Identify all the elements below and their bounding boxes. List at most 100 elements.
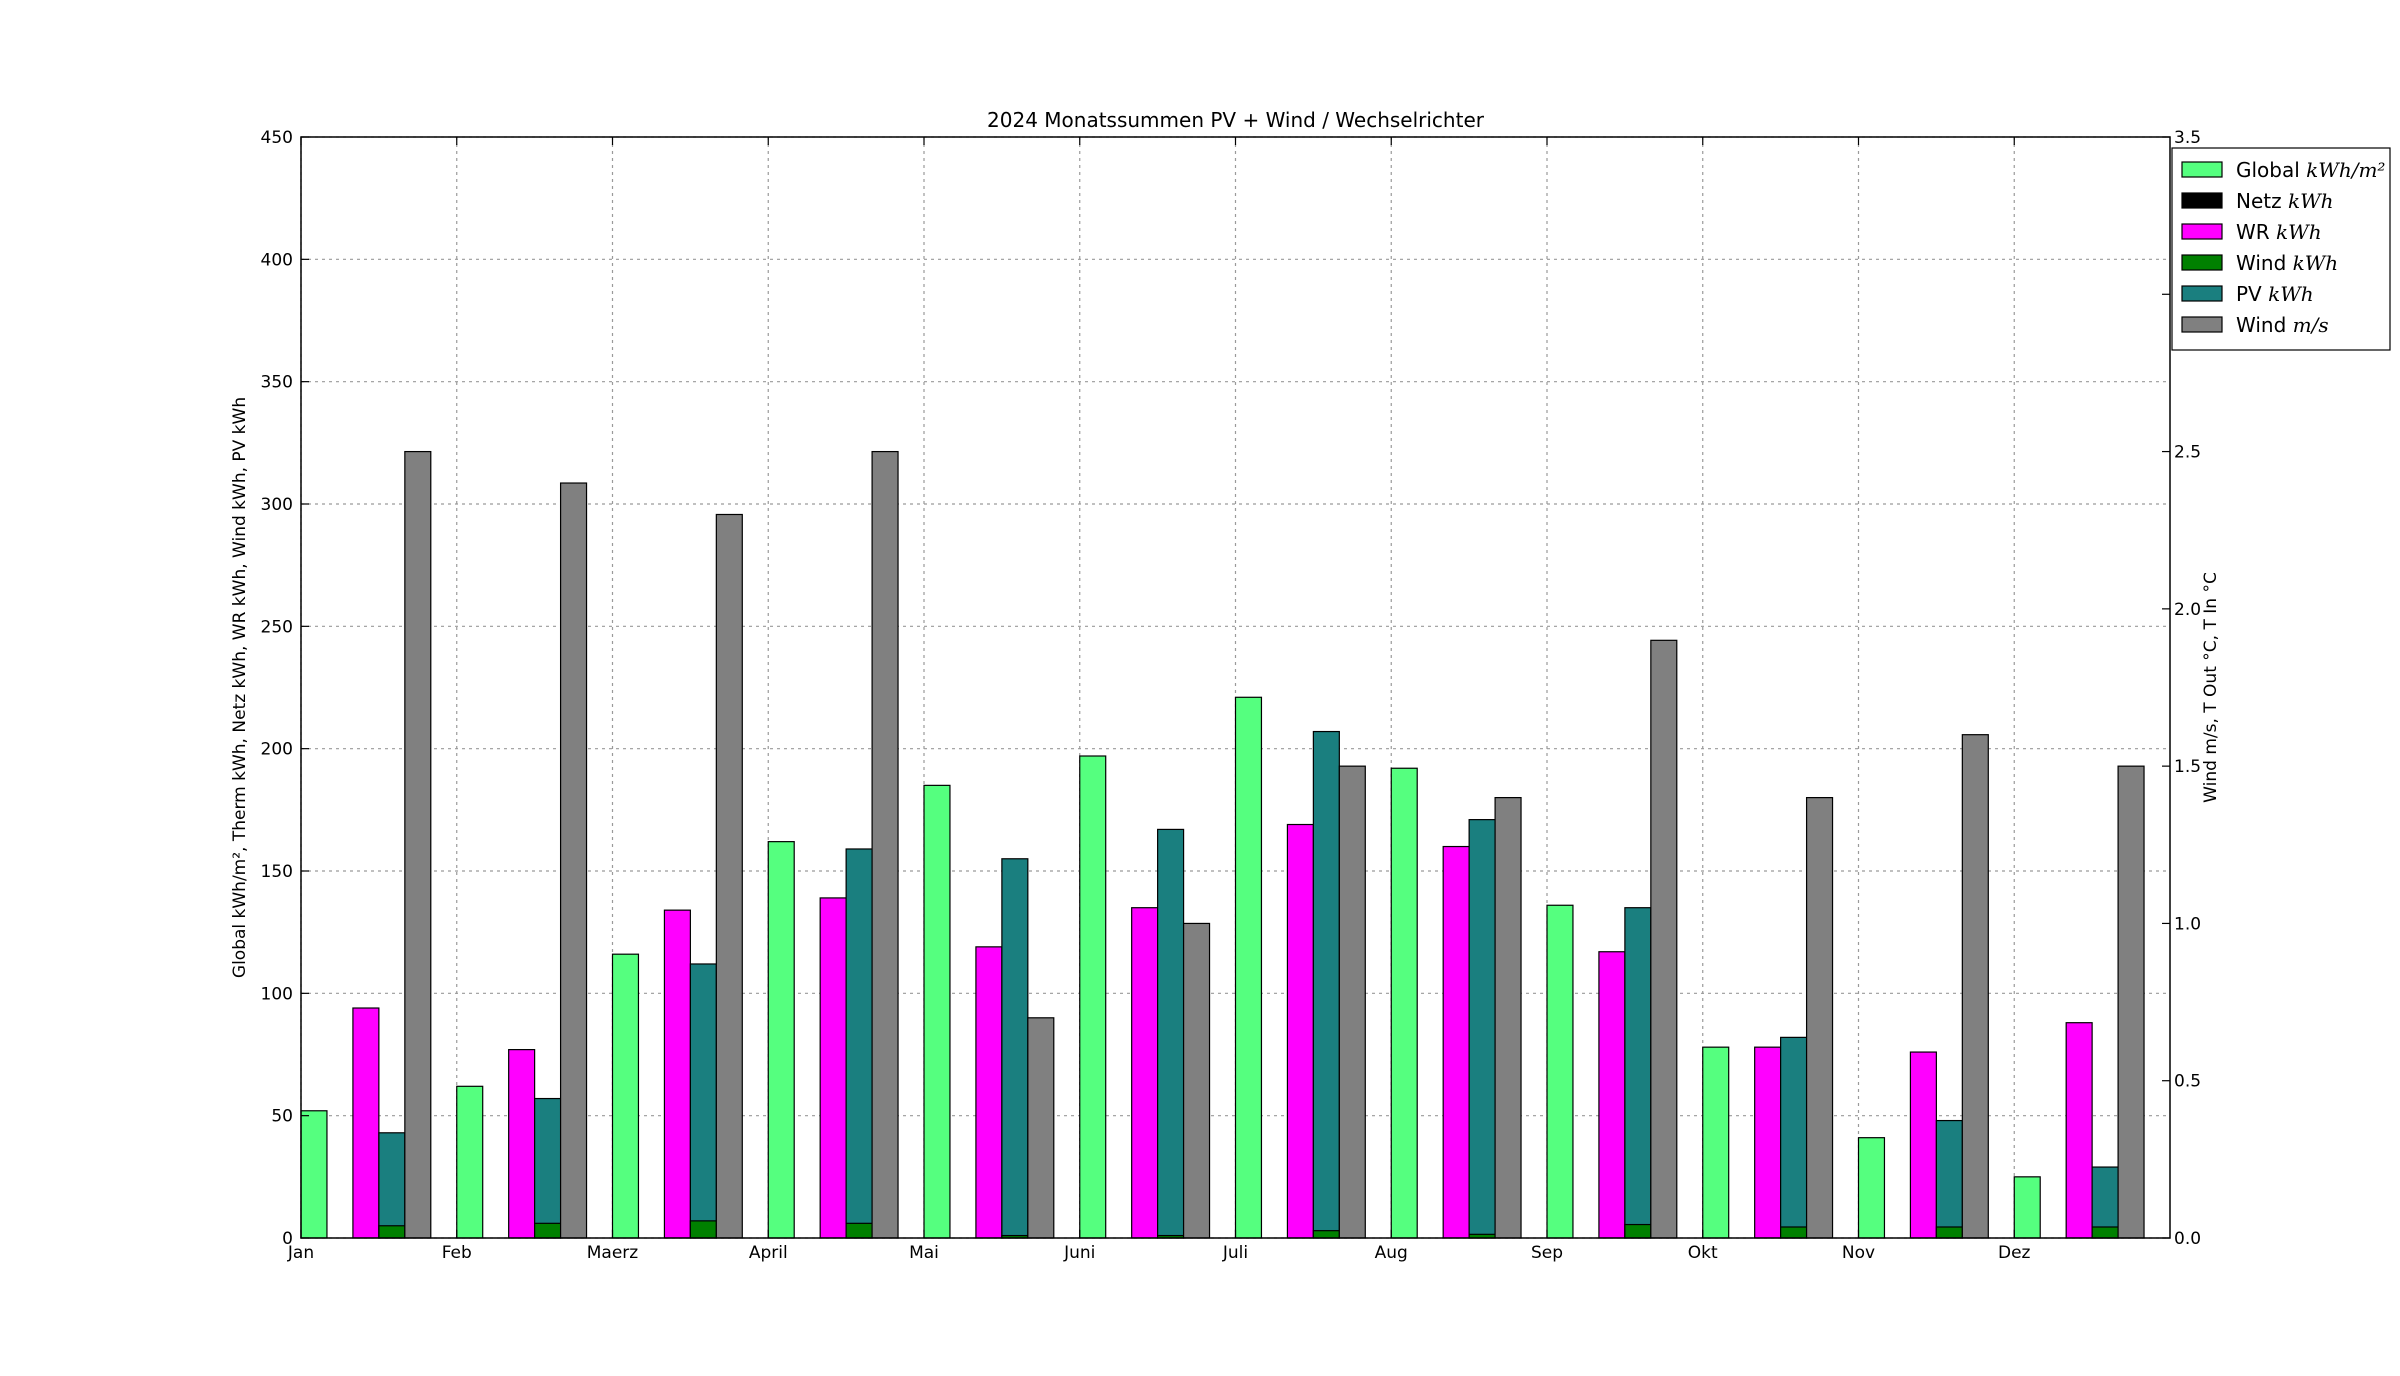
- bar-global-kwh-m--mai: [923, 784, 951, 1239]
- y-right-tick-label: 1.5: [2174, 757, 2201, 777]
- bar-wind-m-s-feb: [559, 482, 588, 1239]
- bar-wr-kwh-feb: [508, 1049, 536, 1239]
- legend-swatch: [2181, 223, 2223, 240]
- bar-wind-kwh-nov: [1935, 1226, 1963, 1239]
- legend-entry-unit: kWh: [2288, 189, 2334, 213]
- legend-entry-name: Wind: [2236, 251, 2293, 275]
- bar-wr-kwh-nov: [1909, 1051, 1937, 1239]
- bar-wr-kwh-sep: [1598, 951, 1626, 1239]
- bar-pv-kwh-mai: [1001, 858, 1029, 1239]
- bar-pv-kwh-april: [845, 848, 873, 1239]
- bar-global-kwh-m--juni: [1079, 755, 1107, 1239]
- bar-global-kwh-m--april: [767, 841, 795, 1239]
- legend-entry-name: Wind: [2236, 313, 2293, 337]
- legend-swatch: [2181, 285, 2223, 302]
- x-tick-label: Nov: [1842, 1243, 1875, 1263]
- bar-wr-kwh-mai: [975, 946, 1003, 1239]
- x-tick-label: Juni: [1063, 1243, 1095, 1263]
- bar-global-kwh-m--maerz: [611, 953, 640, 1239]
- legend-entry-unit: kWh/m²: [2306, 158, 2385, 182]
- x-tick-label: Feb: [442, 1243, 472, 1263]
- y-axis-left-label: Global kWh/m², Therm kWh, Netz kWh, WR k…: [230, 397, 250, 978]
- legend-entry-unit: m/s: [2293, 313, 2329, 337]
- bar-wind-m-s-sep: [1650, 639, 1678, 1239]
- y-right-tick-label: 0.5: [2174, 1072, 2201, 1092]
- x-tick-label: Dez: [1998, 1243, 2031, 1263]
- bar-wind-m-s-aug: [1494, 796, 1522, 1239]
- y-right-tick-label: 2.0: [2174, 600, 2201, 620]
- bar-wr-kwh-maerz: [663, 909, 691, 1239]
- bar-pv-kwh-jan: [378, 1132, 406, 1239]
- bar-global-kwh-m--okt: [1702, 1046, 1730, 1239]
- bar-global-kwh-m--nov: [1857, 1137, 1886, 1239]
- tick-marks: [300, 136, 2170, 1239]
- y-axis-right-label: Wind m/s, T Out °C, T In °C: [2201, 572, 2221, 803]
- tick-labels: 0 50 100 150 200 250 300 350 400 450 0.0 0.5 1.0 1.5 2…: [261, 128, 2202, 1263]
- y-left-tick-label: 300: [261, 495, 293, 515]
- y-left-tick-label: 100: [261, 984, 293, 1004]
- x-tick-label: Okt: [1688, 1243, 1718, 1263]
- bar-pv-kwh-sep: [1624, 907, 1652, 1239]
- x-tick-label: Sep: [1531, 1243, 1563, 1263]
- x-tick-label: April: [749, 1243, 788, 1263]
- bar-wind-kwh-okt: [1780, 1226, 1808, 1239]
- x-tick-label: Juli: [1222, 1243, 1248, 1263]
- legend-entry-name: WR: [2236, 220, 2276, 244]
- bar-wr-kwh-aug: [1442, 845, 1470, 1239]
- bar-wind-m-s-nov: [1961, 734, 1989, 1239]
- bar-global-kwh-m--juli: [1234, 696, 1263, 1239]
- bar-wr-kwh-april: [819, 897, 847, 1239]
- bar-pv-kwh-okt: [1780, 1036, 1808, 1239]
- y-left-tick-label: 150: [261, 862, 293, 882]
- bar-wr-kwh-jan: [352, 1007, 380, 1239]
- y-right-tick-label: 1.0: [2174, 914, 2201, 934]
- bar-wr-kwh-okt: [1754, 1046, 1782, 1239]
- bar-wr-kwh-juli: [1286, 823, 1314, 1239]
- legend-entry-label: Global kWh/m²: [2236, 158, 2385, 182]
- legend-swatch: [2181, 316, 2223, 333]
- y-right-tick-label: 0.0: [2174, 1229, 2201, 1249]
- x-tick-label: Jan: [287, 1243, 314, 1263]
- legend-entry-name: Global: [2236, 158, 2306, 182]
- bars-group: [300, 450, 2145, 1239]
- bar-pv-kwh-dez: [2091, 1166, 2119, 1239]
- bar-pv-kwh-aug: [1468, 819, 1496, 1239]
- legend-entry-label: PV kWh: [2236, 282, 2314, 306]
- bar-wind-kwh-dez: [2091, 1226, 2119, 1239]
- chart-title: 2024 Monatssummen PV + Wind / Wechselric…: [987, 108, 1485, 132]
- legend-entry-label: Wind m/s: [2236, 313, 2329, 337]
- legend-entry-label: Wind kWh: [2236, 251, 2338, 275]
- bar-pv-kwh-juli: [1312, 730, 1340, 1239]
- legend-entry-unit: kWh: [2268, 282, 2314, 306]
- legend-swatch: [2181, 254, 2223, 271]
- bar-wind-m-s-maerz: [715, 513, 743, 1239]
- y-left-tick-label: 350: [261, 373, 293, 393]
- bar-global-kwh-m--jan: [300, 1110, 328, 1239]
- bar-wind-m-s-okt: [1805, 796, 1834, 1239]
- y-left-tick-label: 250: [261, 617, 293, 637]
- bar-wind-m-s-dez: [2117, 765, 2145, 1239]
- legend-entry-label: WR kWh: [2236, 220, 2322, 244]
- legend-swatch: [2181, 192, 2223, 209]
- y-left-tick-label: 450: [261, 128, 293, 148]
- bar-global-kwh-m--sep: [1546, 904, 1574, 1239]
- legend-swatch: [2181, 161, 2223, 178]
- bar-wind-m-s-april: [871, 450, 899, 1239]
- x-tick-label: Mai: [909, 1243, 939, 1263]
- bar-wind-kwh-april: [845, 1222, 873, 1239]
- bar-pv-kwh-feb: [534, 1097, 562, 1239]
- legend-box: [2171, 147, 2391, 351]
- legend-entry-label: Netz kWh: [2236, 189, 2334, 213]
- y-left-tick-label: 400: [261, 250, 293, 270]
- bar-wind-m-s-mai: [1027, 1017, 1055, 1239]
- legend-entry-name: PV: [2236, 282, 2268, 306]
- bar-wind-m-s-juni: [1182, 922, 1211, 1239]
- bar-wind-kwh-feb: [534, 1222, 562, 1239]
- bar-global-kwh-m--aug: [1390, 767, 1418, 1239]
- bar-wr-kwh-juni: [1131, 907, 1159, 1239]
- y-right-tick-label: 3.5: [2174, 128, 2201, 148]
- bar-pv-kwh-nov: [1935, 1119, 1963, 1239]
- y-left-tick-label: 0: [282, 1229, 293, 1249]
- legend-entry-name: Netz: [2236, 189, 2288, 213]
